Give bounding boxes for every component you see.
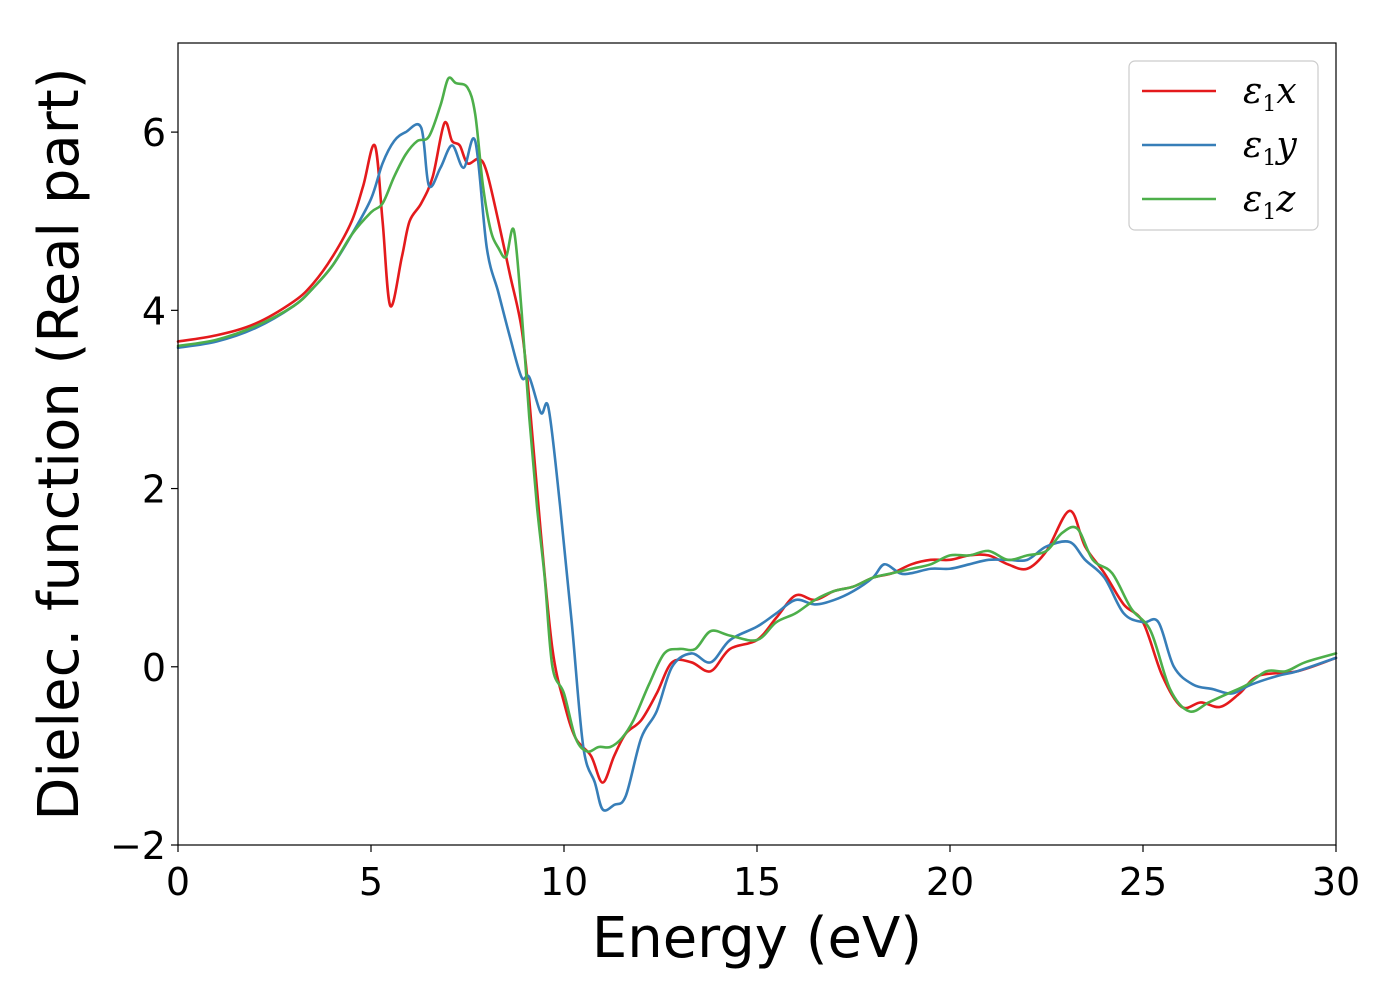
y-tick-label: 4 [142, 289, 166, 333]
x-tick-label: 0 [166, 860, 190, 904]
series-line-z [176, 76, 1338, 753]
x-tick-label: 15 [733, 860, 781, 904]
legend-box [1128, 60, 1319, 231]
x-tick-label: 30 [1312, 860, 1360, 904]
x-axis-title: Energy (eV) [592, 906, 922, 971]
x-tick-label: 10 [540, 860, 588, 904]
series-layer [176, 76, 1338, 812]
y-tick-label: −2 [110, 824, 166, 868]
legend-label-y: ε1y [1243, 125, 1297, 171]
y-axis-ticks: −2 0 2 4 6 [110, 111, 178, 868]
y-tick-label: 6 [142, 111, 166, 155]
legend-label-z: ε1z [1243, 179, 1296, 225]
legend: ε1x ε1y ε1z [1128, 60, 1319, 231]
x-tick-label: 20 [926, 860, 974, 904]
series-line-y [176, 122, 1338, 812]
y-tick-label: 0 [142, 646, 166, 690]
x-tick-label: 25 [1119, 860, 1167, 904]
y-axis-title: Dielec. function (Real part) [27, 67, 92, 820]
x-tick-label: 5 [359, 860, 383, 904]
legend-label-x: ε1x [1243, 71, 1297, 117]
y-tick-label: 2 [142, 468, 166, 512]
x-axis-ticks: 0 5 10 15 20 25 30 [166, 845, 1360, 904]
